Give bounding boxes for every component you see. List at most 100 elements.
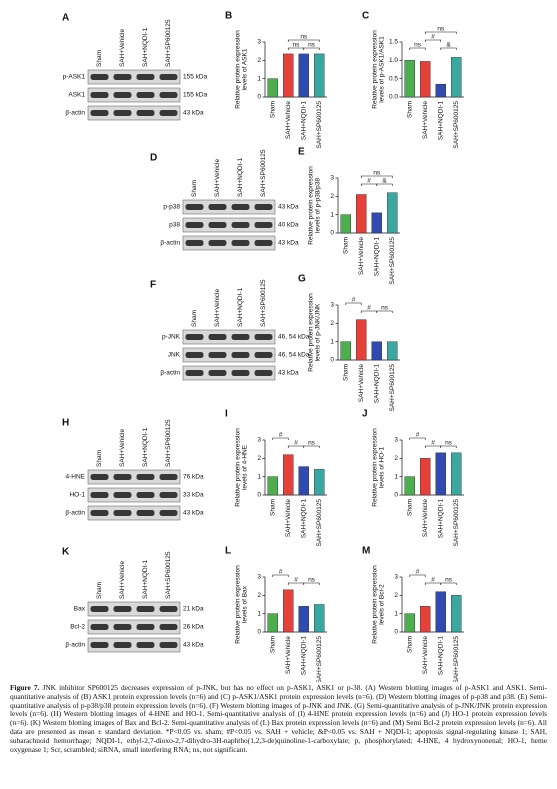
y-tick-label: 2 <box>257 592 261 599</box>
panel-letter: M <box>362 546 370 557</box>
panel-letter: K <box>62 547 70 558</box>
x-tick-label: SAH+NQDI-1 <box>437 101 444 141</box>
significance-bracket <box>409 574 426 577</box>
y-tick-label: 1.0 <box>389 57 398 64</box>
blot-band <box>113 492 132 498</box>
size-label: 76 kDa <box>183 474 204 481</box>
bar <box>356 319 367 361</box>
y-tick-label: 0 <box>330 230 334 237</box>
y-tick-label: 0 <box>257 492 261 499</box>
blot-band <box>159 110 178 116</box>
significance-bracket <box>345 302 362 305</box>
x-tick-label: SAH+Vehicle <box>422 499 429 538</box>
y-axis-label: levels of Bax <box>242 585 249 623</box>
blot-strip <box>87 601 181 617</box>
blot-band <box>231 222 250 228</box>
caption: Figure 7. JNK inhibitor SP600125 decreas… <box>10 683 547 754</box>
significance-bracket <box>360 175 393 178</box>
blot-band <box>90 606 109 612</box>
significance-bracket <box>440 582 457 585</box>
x-tick-label: SAH+NQDI-1 <box>373 237 380 277</box>
bar <box>404 613 415 633</box>
blot-band <box>90 510 109 516</box>
significance-label: ns <box>414 42 422 49</box>
blot-strip <box>87 87 181 103</box>
blot-strip <box>87 505 181 521</box>
size-label: 43 kDa <box>183 510 204 517</box>
blot-band <box>159 474 178 480</box>
x-tick-label: SAH+NQDI-1 <box>300 499 307 539</box>
blot-band <box>159 624 178 630</box>
panel-letter: J <box>362 409 368 420</box>
blot-band <box>136 492 155 498</box>
blot-strip <box>182 217 276 233</box>
bar <box>356 194 367 234</box>
y-tick-label: 1 <box>394 610 398 617</box>
y-axis-label: Relative protein expression <box>372 30 379 109</box>
x-tick-label: SAH+NQDI-1 <box>437 499 444 539</box>
row-label: Bax <box>74 606 86 613</box>
significance-label: # <box>431 440 435 447</box>
bar <box>420 458 431 496</box>
blot-strip <box>87 469 181 485</box>
blot-band <box>208 222 227 228</box>
blot-band <box>159 74 178 80</box>
row-label: β-actin <box>65 110 85 117</box>
significance-label: # <box>416 432 420 439</box>
y-axis-label: levels of p-JNK/JNK <box>315 303 322 361</box>
y-tick-label: 1 <box>257 473 261 480</box>
blot-band <box>113 474 132 480</box>
y-axis-label: levels of ASK1 <box>242 48 249 90</box>
x-tick-label: SAH+NQDI-1 <box>300 636 307 676</box>
size-label: 155 kDa <box>183 92 208 99</box>
y-tick-label: 2 <box>394 592 398 599</box>
y-tick-label: 3 <box>394 437 398 444</box>
bar <box>420 61 431 98</box>
blot-band <box>113 606 132 612</box>
x-tick-label: SAH+Vehicle <box>422 636 429 675</box>
row-label: p-ASK1 <box>63 74 86 81</box>
x-tick-label: SAH+SP600125 <box>316 101 323 149</box>
panel-letter: D <box>150 153 157 164</box>
x-tick-label: Sham <box>406 636 413 653</box>
bar <box>314 604 325 633</box>
panel-letter: E <box>298 147 305 158</box>
size-label: 43 kDa <box>183 110 204 117</box>
lane-label: Sham <box>96 582 103 599</box>
blot-strip <box>182 329 276 345</box>
significance-bracket <box>409 437 426 440</box>
caption-text: JNK inhibitor SP600125 decreases express… <box>10 683 547 754</box>
x-tick-label: Sham <box>269 499 276 516</box>
x-tick-label: Sham <box>269 636 276 653</box>
blot-band <box>136 110 155 116</box>
lane-label: SAH+SP600125 <box>165 551 172 599</box>
y-axis-label: Relative protein expression <box>235 30 242 109</box>
blot-strip <box>182 365 276 381</box>
significance-bracket <box>303 582 320 585</box>
blot-band <box>136 74 155 80</box>
y-tick-label: 0 <box>394 492 398 499</box>
blot-strip <box>87 619 181 635</box>
y-axis-label: Relative protein expression <box>308 166 315 245</box>
significance-bracket <box>303 47 320 50</box>
lane-label: SAH+NQDI-1 <box>142 427 149 467</box>
significance-label: & <box>382 178 387 185</box>
blot-strip <box>182 347 276 363</box>
blot-band <box>185 370 204 376</box>
blot-band <box>254 222 273 228</box>
blot-band <box>90 92 109 98</box>
blot-band <box>90 110 109 116</box>
x-tick-label: Sham <box>406 101 413 118</box>
blot-band <box>136 606 155 612</box>
blot-band <box>208 204 227 210</box>
blot-band <box>185 222 204 228</box>
x-tick-label: Sham <box>269 101 276 118</box>
row-label: β-actin <box>160 370 180 377</box>
lane-label: SAH+SP600125 <box>260 279 267 327</box>
significance-label: # <box>279 432 283 439</box>
y-tick-label: 0 <box>330 357 334 364</box>
blot-band <box>231 370 250 376</box>
blot-band <box>159 642 178 648</box>
bar <box>404 60 415 98</box>
significance-label: # <box>416 569 420 576</box>
